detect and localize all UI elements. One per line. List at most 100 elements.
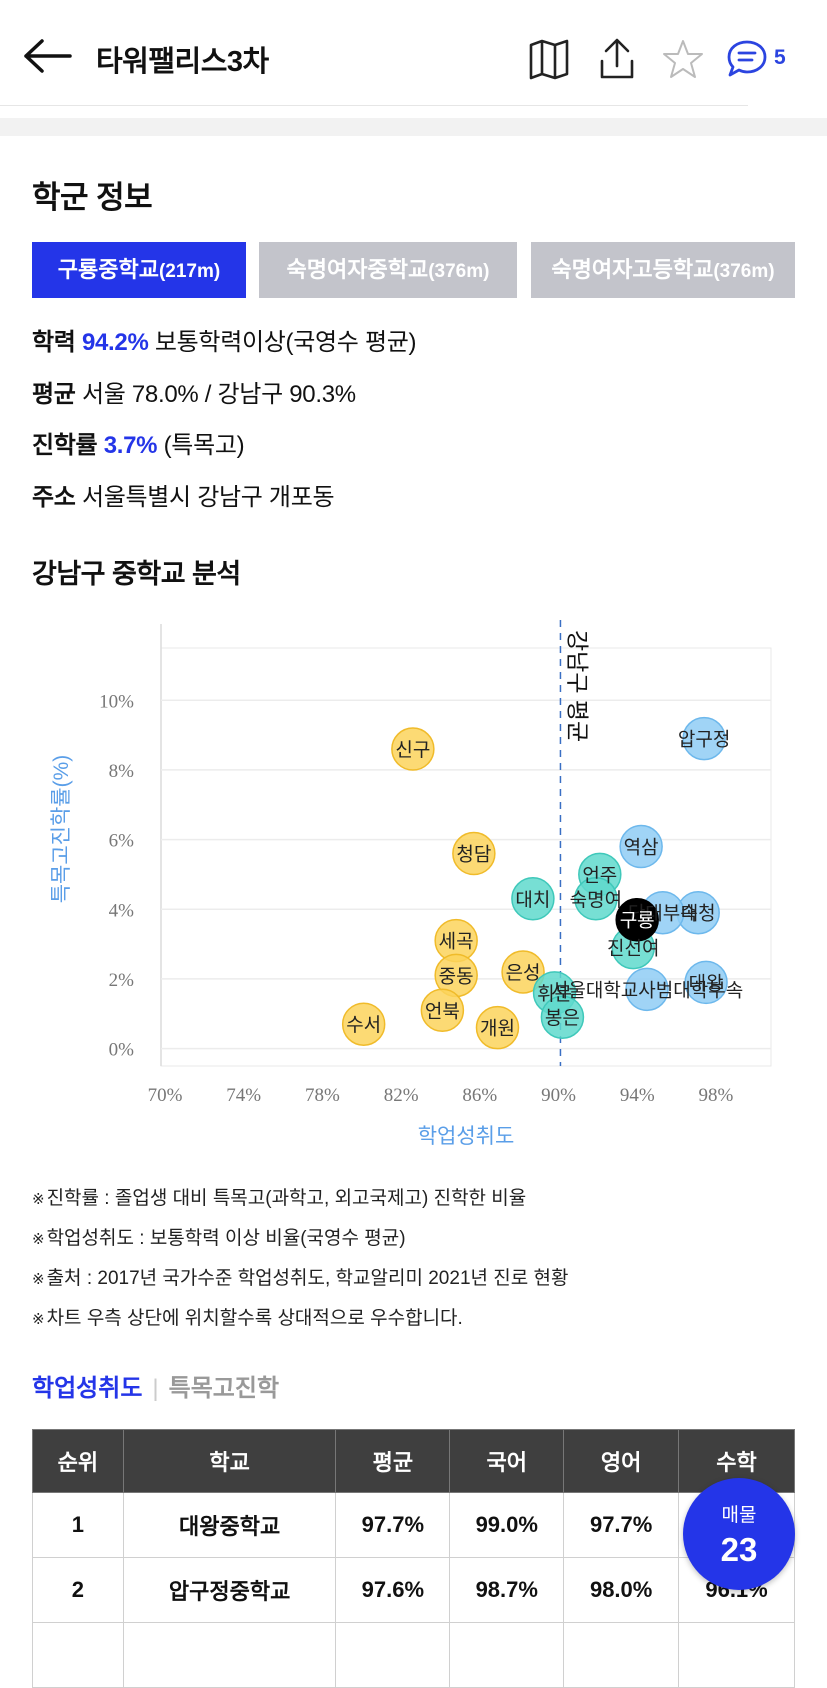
data-point[interactable] — [420, 988, 465, 1033]
x-tick-label: 70% — [148, 1085, 183, 1106]
col-header-english[interactable]: 영어 — [563, 1429, 680, 1493]
tab-school-2[interactable]: 숙명여자중학교(376m) — [259, 242, 517, 298]
info-address: 주소 서울특별시 강남구 개포동 — [32, 477, 335, 512]
table-header-row: 순위 학교 평균 국어 영어 수학 — [32, 1429, 795, 1493]
col-header-school[interactable]: 학교 — [122, 1429, 337, 1493]
info-address-desc: 서울특별시 강남구 개포동 — [81, 484, 335, 511]
map-icon[interactable] — [526, 36, 572, 82]
y-tick-label: 4% — [109, 900, 135, 921]
data-point[interactable] — [452, 831, 496, 876]
table-row[interactable] — [32, 1622, 795, 1688]
note-mark: ※ — [32, 1271, 45, 1288]
sort-tab-advancement[interactable]: 특목고진학 — [168, 1375, 280, 1402]
x-tick-label: 98% — [699, 1085, 734, 1106]
cell-rank: 2 — [32, 1557, 124, 1623]
cell-school: 압구정중학교 — [122, 1557, 337, 1623]
data-point-label: 구룡 — [620, 911, 655, 932]
info-achievement: 학력 94.2% 보통학력이상(국영수 평균) — [32, 322, 417, 357]
data-point-label: 중동 — [439, 966, 474, 987]
data-point[interactable] — [391, 727, 435, 771]
data-point[interactable] — [684, 960, 728, 1005]
note-2-text: 학업성취도 : 보통학력 이상 비율(국영수 평균) — [46, 1228, 406, 1249]
data-point[interactable] — [574, 877, 618, 921]
data-point[interactable] — [682, 716, 726, 761]
data-point-label: 숙명여 — [570, 889, 622, 911]
school-scatter-chart: 0% 2% 4% 6% 8% 10% 70% 74% 78% 82% 86% 90% 94% 98% 강… — [50, 620, 772, 1148]
data-point-label: 대왕 — [689, 972, 724, 994]
info-advancement-label: 진학률 — [32, 432, 98, 459]
note-4-text: 차트 우측 상단에 위치할수록 상대적으로 우수합니다. — [46, 1308, 463, 1329]
data-point[interactable] — [341, 1002, 386, 1046]
data-point[interactable] — [619, 824, 663, 869]
data-point-label: 신구 — [395, 739, 430, 761]
section-separator — [0, 118, 827, 136]
data-point[interactable] — [615, 897, 659, 942]
fab-count: 23 — [720, 1531, 758, 1568]
tab-school-3[interactable]: 숙명여자고등학교(376m) — [531, 242, 795, 298]
tab-school-1[interactable]: 구룡중학교(217m) — [32, 242, 246, 298]
table-row[interactable]: 2 압구정중학교 97.6% 98.7% 98.0% 96.1% — [32, 1557, 795, 1623]
data-point[interactable] — [501, 950, 545, 994]
cell-rank — [32, 1622, 124, 1688]
data-point[interactable] — [540, 995, 585, 1039]
col-header-korean[interactable]: 국어 — [449, 1429, 565, 1493]
cell-english: 97.7% — [563, 1492, 680, 1558]
col-header-average[interactable]: 평균 — [335, 1429, 451, 1493]
cell-rank: 1 — [32, 1492, 124, 1558]
data-point-label: 역삼 — [624, 837, 659, 859]
x-tick-label: 78% — [305, 1085, 340, 1106]
cell-korean: 99.0% — [449, 1492, 565, 1558]
comment-count[interactable]: 5 — [774, 46, 786, 69]
data-point[interactable] — [511, 877, 555, 921]
star-icon[interactable] — [660, 36, 706, 82]
x-tick-label: 74% — [226, 1085, 261, 1106]
note-1-text: 진학률 : 졸업생 대비 특목고(과학고, 외고국제고) 진학한 비율 — [46, 1188, 527, 1209]
y-tick-label: 0% — [109, 1040, 135, 1061]
data-point-label: 수서 — [346, 1014, 381, 1036]
data-point-label: 청담 — [456, 844, 491, 866]
x-tick-label: 82% — [384, 1085, 419, 1106]
app-header: 타워팰리스3차 5 — [0, 0, 827, 110]
y-tick-labels: 0% 2% 4% 6% 8% 10% — [99, 691, 134, 1060]
data-point-label: 언북 — [425, 1000, 460, 1022]
data-point-label: 압구정 — [678, 729, 730, 751]
data-point-label: 은성 — [506, 962, 541, 984]
tab-school-1-name: 구룡중학교 — [57, 257, 159, 282]
data-point-label: 휘문 — [537, 983, 572, 1005]
cell-korean — [449, 1622, 565, 1688]
listings-fab[interactable]: 매물 23 — [683, 1478, 795, 1590]
section-title: 학군 정보 — [32, 180, 153, 215]
chart-notes: ※ 진학률 : 졸업생 대비 특목고(과학고, 외고국제고) 진학한 비율 ※ 학업… — [32, 1183, 568, 1343]
comment-icon[interactable] — [724, 36, 770, 82]
info-average-label: 평균 — [32, 381, 76, 408]
data-point[interactable] — [625, 967, 669, 1012]
data-point-label: 진선여 — [607, 938, 659, 960]
table-row[interactable]: 1 대왕중학교 97.7% 99.0% 97.7% — [32, 1492, 795, 1558]
sort-tab-achievement[interactable]: 학업성취도 — [32, 1375, 143, 1402]
info-advancement: 진학률 3.7% (특목고) — [32, 425, 245, 460]
data-point-label: 대치 — [515, 889, 550, 911]
info-achievement-desc: 보통학력이상(국영수 평균) — [154, 329, 417, 356]
note-2: ※ 학업성취도 : 보통학력 이상 비율(국영수 평균) — [32, 1223, 568, 1263]
share-icon[interactable] — [594, 36, 640, 82]
note-4: ※ 차트 우측 상단에 위치할수록 상대적으로 우수합니다. — [32, 1303, 568, 1343]
back-arrow-icon[interactable] — [22, 36, 74, 76]
cell-average: 97.6% — [335, 1557, 451, 1623]
cell-korean: 98.7% — [449, 1557, 565, 1623]
ranking-sort-tabs: 학업성취도 | 특목고진학 — [32, 1368, 279, 1403]
tab-school-2-dist: (376m) — [428, 261, 490, 282]
info-advancement-desc: (특목고) — [163, 432, 245, 459]
cell-english: 98.0% — [563, 1557, 680, 1623]
data-point-label: 언주 — [582, 864, 617, 886]
cell-english — [563, 1622, 680, 1688]
data-point-label: 개원 — [480, 1018, 515, 1040]
data-point-label: 단대부속 — [628, 903, 698, 925]
tab-school-3-dist: (376m) — [713, 261, 775, 282]
info-advancement-value: 3.7% — [103, 432, 158, 459]
note-mark: ※ — [32, 1311, 45, 1328]
col-header-rank[interactable]: 순위 — [32, 1429, 124, 1493]
info-average-desc: 서울 78.0% / 강남구 90.3% — [81, 381, 356, 408]
data-point[interactable] — [475, 1005, 520, 1050]
x-tick-label: 94% — [620, 1085, 655, 1106]
